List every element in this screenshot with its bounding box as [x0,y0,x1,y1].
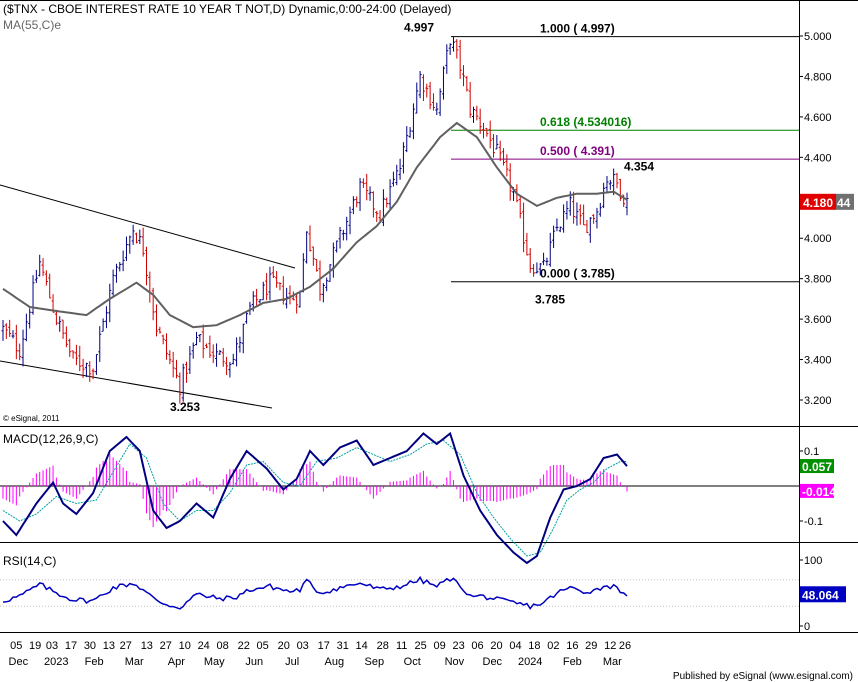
date-day-label: 26 [619,640,631,652]
date-day-label: 11 [396,640,407,652]
date-day-label: 10 [179,640,191,652]
date-month-label: May [204,656,225,668]
date-day-label: 13 [103,640,115,652]
date-day-label: 28 [377,640,389,652]
rsi-axis-label: 100 [804,555,822,567]
price-panel: 3.2003.4003.6003.8004.0004.2004.4004.600… [0,21,854,414]
date-day-label: 24 [198,640,210,652]
date-day-label: 13 [141,640,153,652]
last-price-value: 4.180 [803,196,833,210]
macd-panel: 0.1 -0.1 0.057 -0.014 [0,431,836,565]
date-month-label: Apr [168,656,185,668]
rsi-line [2,575,628,610]
macd-value-label: -0.014 [802,485,836,499]
last-price-tag-suffix: 44 [837,196,851,210]
rsi-panel: 100 0 48.064 [0,555,846,633]
date-month-label: Jul [285,656,299,668]
macd-axis-label: 0.1 [804,446,819,458]
lower-trendline [0,360,273,409]
date-month-label: 2023 [44,656,68,668]
last-price-tag-suffix-box [836,193,854,210]
date-day-label: 03 [46,640,58,652]
date-day-label: 04 [509,640,521,652]
chart-title: ($TNX - CBOE INTEREST RATE 10 YEAR T NOT… [3,2,451,16]
date-day-label: 14 [356,640,368,652]
date-day-label: 09 [434,640,446,652]
date-day-label: 05 [10,640,22,652]
date-day-label: 27 [160,640,172,652]
fib-label: 1.000 ( 4.997) [540,22,615,36]
date-day-label: 17 [318,640,330,652]
date-day-label: 05 [257,640,269,652]
macd-value-tag [800,459,834,474]
last-price-tag [800,193,836,210]
date-month-label: Jun [245,656,263,668]
price-axis-label: 4.600 [804,112,832,124]
date-month-label: Aug [325,656,345,668]
date-month-label: Dec [9,656,29,668]
rsi-value-tag [800,586,846,603]
date-day-label: 03 [297,640,309,652]
fib-label: 0.618 (4.534016) [540,115,631,129]
credit-label: © eSignal, 2011 [3,414,60,423]
rsi-value-label: 48.064 [802,588,839,602]
date-month-label: Nov [445,656,465,668]
date-month-label: Sep [365,656,385,668]
macd-title: MACD(12,26,9,C) [3,432,98,446]
rsi-title: RSI(14,C) [3,554,56,568]
date-day-label: 12 [604,640,616,652]
price-axis-label: 3.200 [804,395,832,407]
date-day-label: 18 [528,640,540,652]
macd-value-tag [800,483,834,498]
date-day-label: 27 [120,640,132,652]
date-month-label: Dec [483,656,503,668]
date-day-label: 23 [452,640,464,652]
price-annotation: 4.997 [404,21,434,35]
footer-credit: Published by eSignal (www.esignal.com) [673,671,853,682]
macd-value-label: 0.057 [802,460,832,474]
fib-label: 0.500 ( 4.391) [540,144,615,158]
ma-line [2,121,628,329]
price-annotation: 3.785 [535,293,565,307]
date-day-label: 20 [278,640,290,652]
date-day-label: 08 [217,640,229,652]
price-axis-label: 4.800 [804,71,832,83]
macd-axis-label: -0.1 [804,516,823,528]
macd-line [2,431,628,565]
date-day-label: 16 [566,640,578,652]
date-day-label: 22 [238,640,250,652]
date-month-label: Feb [563,656,582,668]
price-annotation: 4.354 [624,160,654,174]
rsi-axis-label: 0 [804,621,810,633]
date-day-label: 06 [471,640,483,652]
date-day-label: 19 [29,640,41,652]
date-month-label: Mar [603,656,622,668]
price-axis-label: 3.800 [804,274,832,286]
price-axis-label: 4.400 [804,152,832,164]
date-day-label: 17 [65,640,77,652]
date-month-label: Feb [85,656,104,668]
price-axis-label: 4.000 [804,233,832,245]
ma-indicator-label: MA(55,C)e [3,18,61,32]
date-day-label: 20 [490,640,502,652]
date-day-label: 29 [585,640,597,652]
upper-trendline [0,184,296,269]
date-day-label: 30 [84,640,96,652]
macd-signal-line [2,439,627,557]
date-axis: 05 19 03 17 30 13 27 13 27 10 24 08 22 05 20 03 17 31 14 28… [9,640,632,668]
price-axis-label: 3.400 [804,355,832,367]
date-day-label: 02 [547,640,559,652]
date-day-label: 25 [415,640,427,652]
date-day-label: 31 [337,640,349,652]
price-annotation: 3.253 [170,400,200,414]
fib-label: 0.000 ( 3.785) [540,267,615,281]
price-axis-label: 3.600 [804,314,832,326]
date-month-label: Oct [404,656,421,668]
price-axis-label: 5.000 [804,31,832,43]
macd-histogram [2,454,628,528]
date-month-label: Mar [125,656,144,668]
panel-frames [0,0,858,633]
date-month-label: 2024 [518,656,542,668]
